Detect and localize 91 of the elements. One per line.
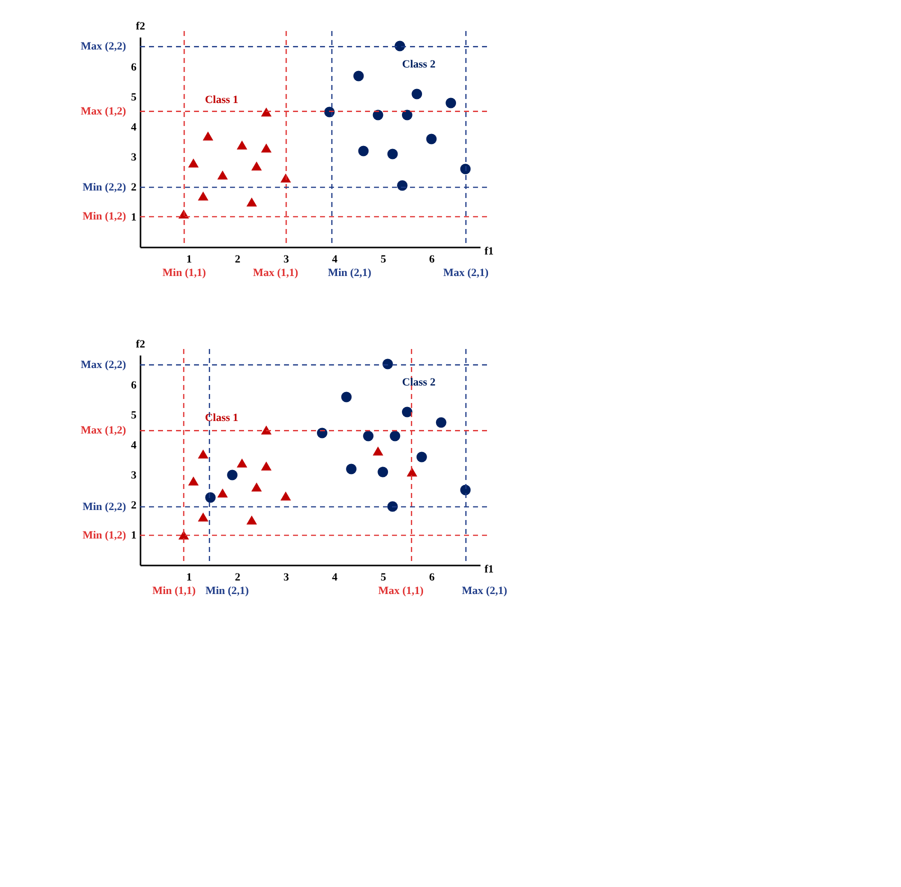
point: [280, 491, 291, 501]
y-tick-label: 1: [131, 212, 136, 224]
point: [217, 488, 228, 498]
point: [387, 148, 398, 160]
y-tick-label: 3: [131, 152, 137, 164]
x-tick-label: 2: [234, 572, 241, 584]
point: [372, 110, 384, 120]
annotation: Class 1: [204, 94, 238, 106]
point: [198, 191, 208, 201]
point: [198, 449, 208, 459]
ref-line-label: Max (2,2): [80, 358, 126, 371]
x-tick-label: 1: [186, 254, 192, 266]
point: [406, 467, 418, 477]
point: [261, 461, 272, 471]
point: [412, 88, 422, 100]
ref-line-label: Min (2,1): [328, 267, 372, 279]
annotation: Class 2: [402, 58, 436, 70]
ref-line-label: Min (2,2): [82, 500, 126, 513]
point: [188, 476, 199, 486]
ref-line-label: Max (1,1): [252, 267, 299, 279]
point: [416, 452, 427, 462]
x-tick-label: 3: [283, 572, 290, 584]
ref-line-label: Max (2,2): [80, 40, 126, 53]
point: [436, 417, 446, 428]
y-tick-label: 4: [131, 122, 137, 134]
point: [198, 512, 208, 522]
ref-line-label: Max (2,1): [462, 585, 508, 597]
x-axis-title: f1: [484, 246, 494, 258]
point: [261, 425, 272, 435]
ref-line-label: Min (1,1): [152, 585, 196, 597]
y-tick-label: 1: [131, 530, 136, 542]
y-tick-label: 2: [131, 182, 137, 194]
point: [446, 98, 456, 108]
point: [202, 131, 214, 141]
y-axis-title: f2: [136, 20, 146, 32]
point: [246, 197, 257, 207]
ref-line-label: Max (1,2): [80, 105, 126, 118]
ref-line-label: Max (2,1): [443, 267, 489, 279]
x-tick-label: 5: [380, 254, 387, 266]
ref-line-label: Min (1,2): [82, 529, 126, 542]
y-tick-label: 3: [131, 470, 137, 482]
ref-line-label: Min (1,1): [162, 267, 206, 279]
point: [346, 464, 357, 474]
ref-line-label: Min (2,1): [205, 585, 250, 597]
point: [205, 492, 216, 503]
point: [227, 470, 238, 480]
point: [353, 70, 364, 82]
y-tick-label: 4: [131, 440, 137, 452]
point: [188, 158, 199, 168]
point: [378, 466, 388, 478]
point: [363, 430, 374, 442]
point: [426, 134, 437, 144]
ref-line-label: Max (1,1): [378, 585, 424, 597]
x-tick-label: 2: [234, 254, 241, 266]
y-tick-label: 2: [131, 500, 137, 512]
point: [402, 406, 412, 418]
x-tick-label: 1: [186, 572, 192, 584]
annotation: Class 1: [204, 412, 238, 424]
point: [460, 484, 471, 496]
y-tick-label: 5: [131, 410, 137, 422]
point: [236, 458, 248, 468]
x-tick-label: 4: [332, 254, 338, 266]
point: [372, 446, 384, 456]
ref-line-label: Min (1,2): [82, 210, 126, 223]
point: [251, 161, 262, 171]
y-axis-title: f2: [136, 338, 146, 350]
point: [236, 140, 248, 150]
x-tick-label: 5: [380, 572, 387, 584]
point: [261, 107, 272, 117]
point: [217, 170, 228, 180]
x-axis-title: f1: [484, 564, 494, 576]
x-tick-label: 6: [429, 254, 436, 266]
annotation: Class 2: [402, 376, 436, 388]
ref-line-label: Min (2,2): [82, 181, 126, 194]
point: [390, 430, 400, 442]
point: [402, 110, 412, 120]
y-tick-label: 6: [131, 62, 137, 74]
point: [316, 428, 328, 438]
point: [382, 358, 393, 370]
point: [261, 143, 272, 153]
y-tick-label: 5: [131, 92, 137, 104]
x-tick-label: 6: [429, 572, 436, 584]
x-tick-label: 4: [332, 572, 338, 584]
y-tick-label: 6: [131, 380, 137, 392]
point: [251, 482, 262, 492]
point: [460, 164, 471, 174]
ref-line-label: Max (1,2): [80, 424, 126, 437]
point: [341, 392, 352, 402]
point: [246, 515, 257, 525]
x-tick-label: 3: [283, 254, 290, 266]
point: [358, 146, 369, 156]
